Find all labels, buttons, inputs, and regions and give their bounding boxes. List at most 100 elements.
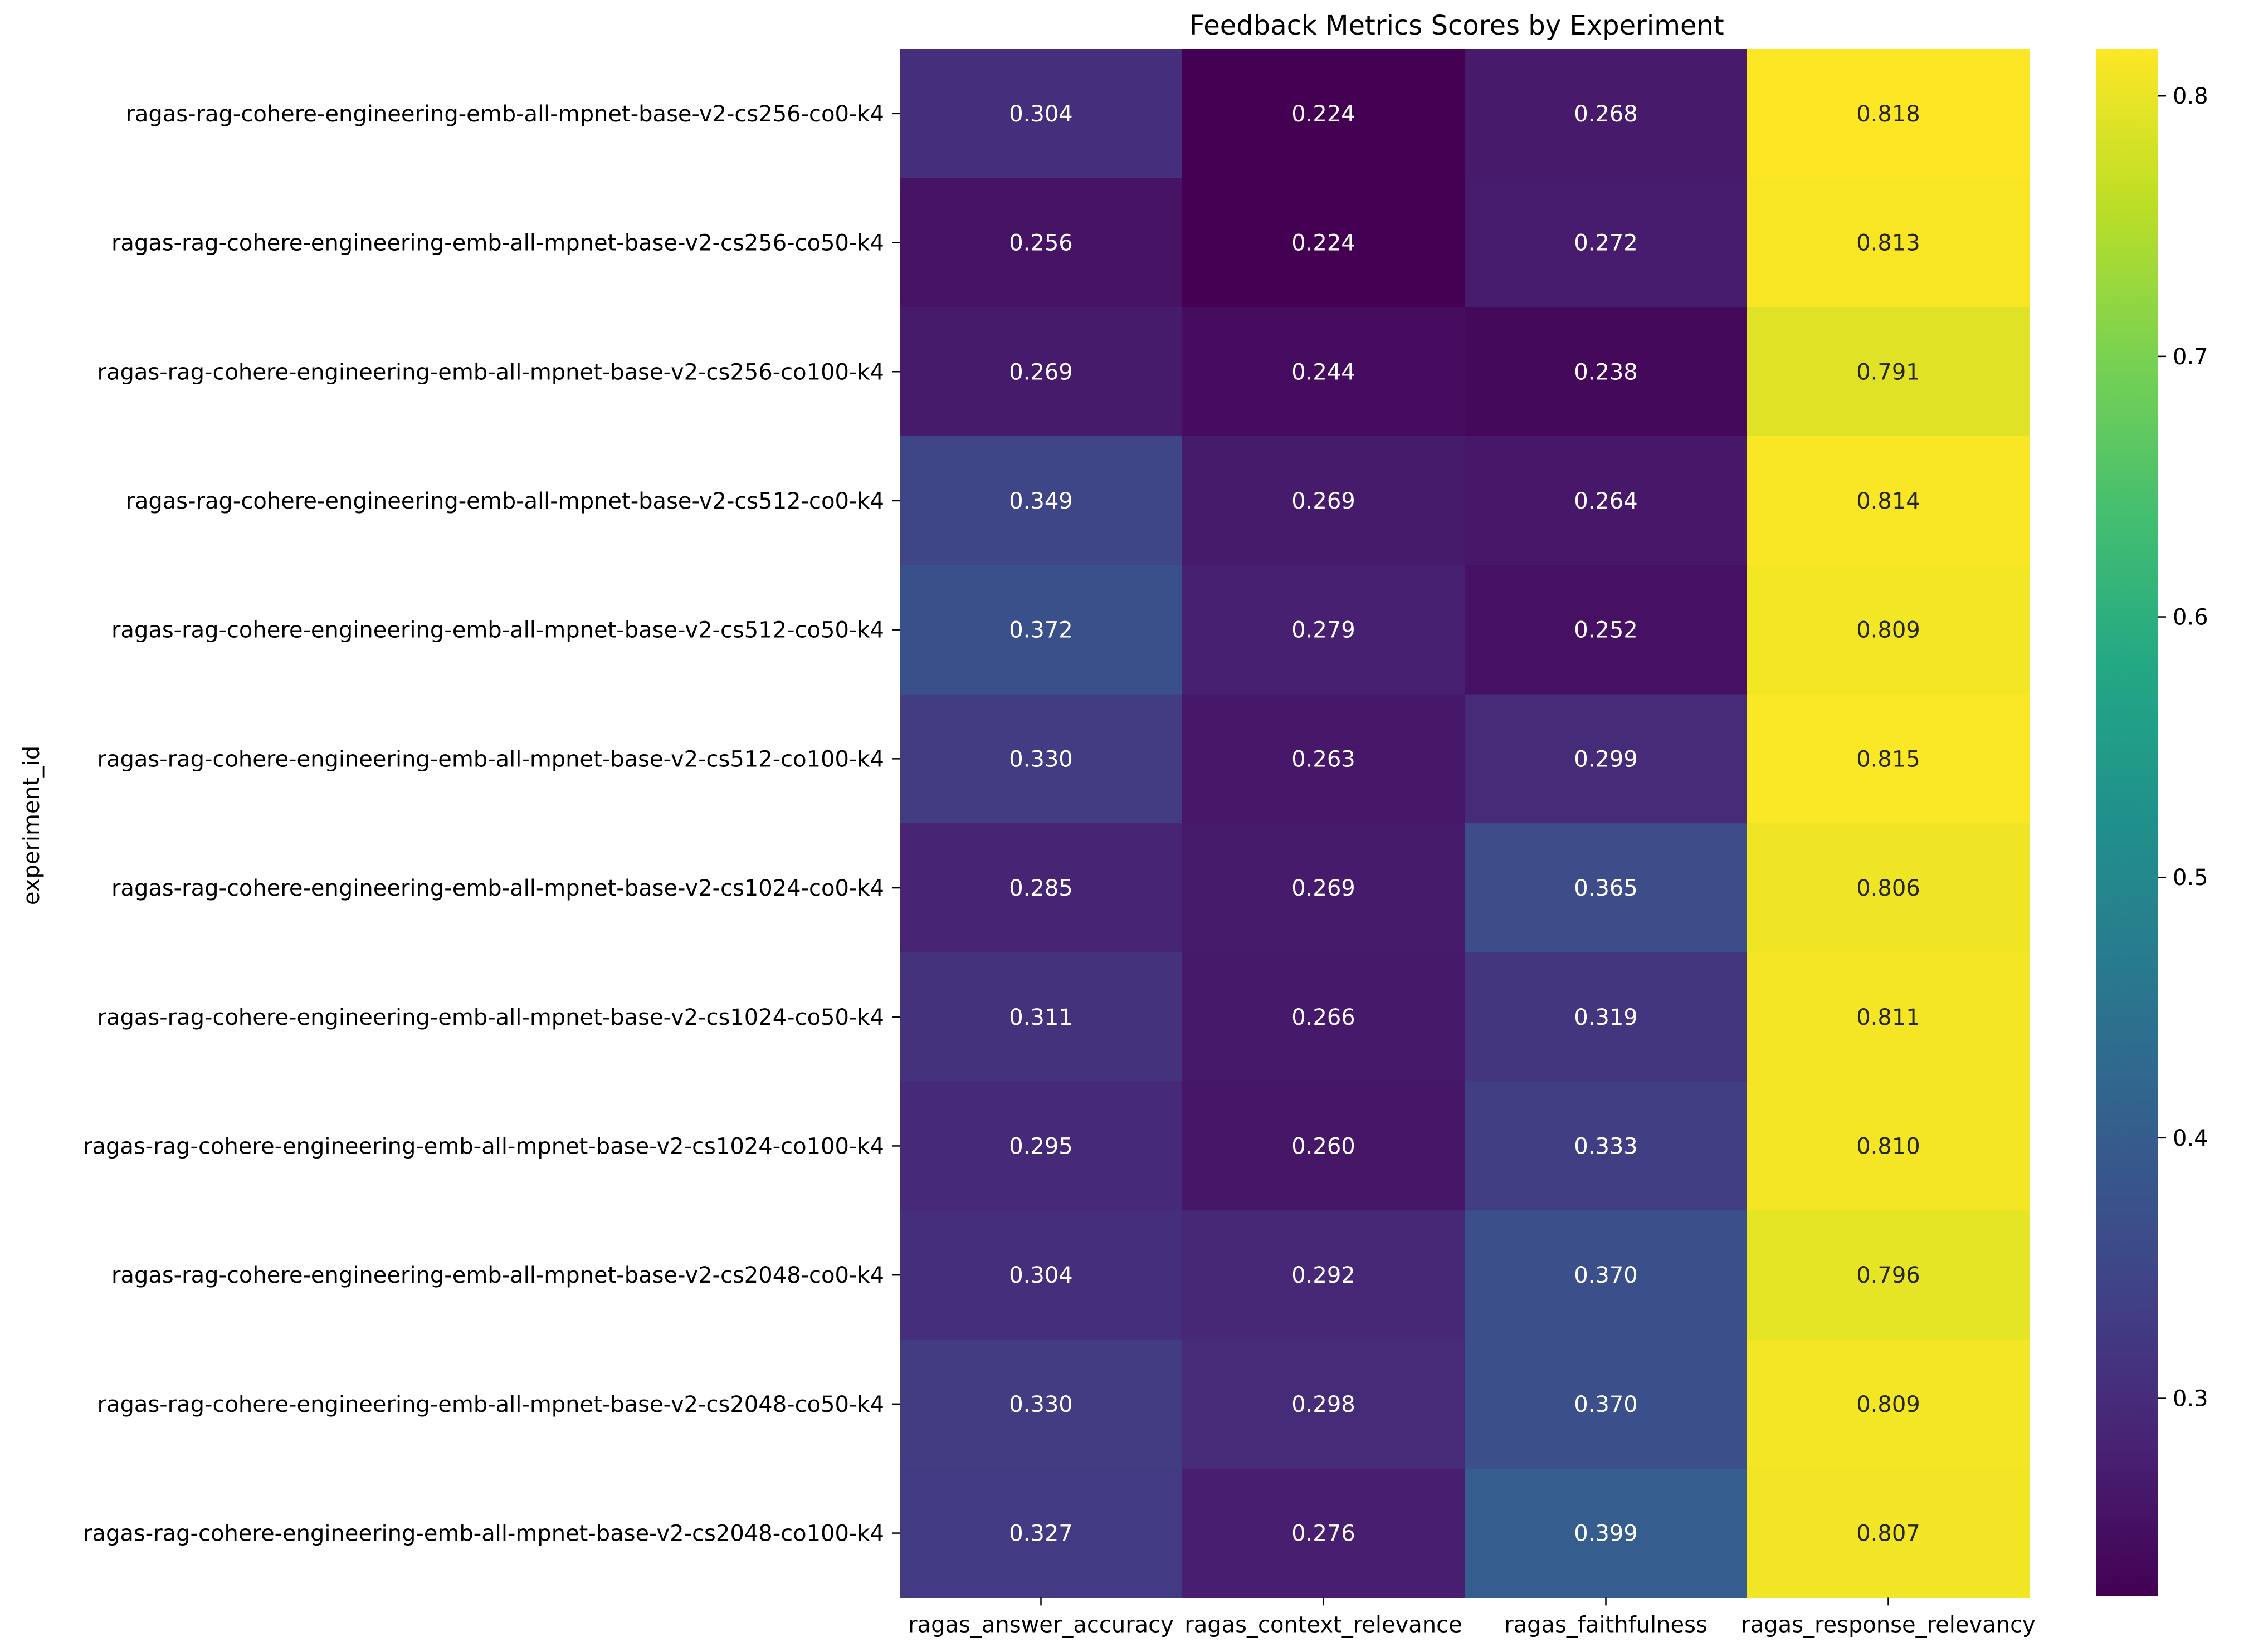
heatmap-cell [1182, 823, 1465, 953]
y-tick-label: ragas-rag-cohere-engineering-emb-all-mpn… [97, 1005, 884, 1030]
heatmap-cell [900, 565, 1183, 695]
cell-value-label: 0.269 [1291, 488, 1355, 514]
cell-value-label: 0.264 [1574, 488, 1638, 514]
cell-value-label: 0.268 [1574, 101, 1638, 127]
cell-value-label: 0.815 [1856, 746, 1920, 772]
x-tick-label: ragas_context_relevance [1184, 1612, 1462, 1638]
heatmap-cell [1182, 49, 1465, 179]
cell-value-label: 0.372 [1009, 618, 1073, 643]
cell-value-label: 0.327 [1009, 1521, 1073, 1547]
cell-value-label: 0.370 [1574, 1392, 1638, 1418]
y-tick-label: ragas-rag-cohere-engineering-emb-all-mpn… [111, 1263, 884, 1288]
heatmap-cell [900, 1340, 1183, 1469]
y-tick-label: ragas-rag-cohere-engineering-emb-all-mpn… [111, 618, 884, 643]
cell-value-label: 0.292 [1291, 1263, 1355, 1288]
heatmap-cell [1747, 1468, 2030, 1598]
heatmap-cell [1182, 565, 1465, 695]
heatmap-cell [1182, 436, 1465, 566]
colorbar-tick-label: 0.7 [2173, 344, 2208, 370]
cell-value-label: 0.806 [1856, 876, 1920, 901]
cell-value-label: 0.349 [1009, 488, 1073, 514]
heatmap-cells [900, 49, 2030, 1598]
heatmap-cell [1747, 49, 2030, 179]
colorbar: 0.3 0.4 0.5 0.6 0.7 0.8 [2096, 49, 2208, 1596]
cell-value-label: 0.260 [1291, 1133, 1355, 1159]
heatmap-cell [1182, 178, 1465, 307]
heatmap-cell [1747, 565, 2030, 695]
cell-value-label: 0.298 [1291, 1392, 1355, 1418]
colorbar-tick-label: 0.5 [2173, 865, 2208, 891]
y-tick-label: ragas-rag-cohere-engineering-emb-all-mpn… [111, 231, 884, 256]
cell-value-label: 0.269 [1009, 359, 1073, 385]
cell-value-label: 0.224 [1291, 231, 1355, 256]
x-axis-ticks: ragas_answer_accuracy ragas_context_relev… [908, 1597, 2036, 1638]
heatmap-cell [900, 823, 1183, 953]
heatmap-cell [1465, 565, 1748, 695]
heatmap-cell [1747, 307, 2030, 437]
cell-value-label: 0.263 [1291, 746, 1355, 772]
y-tick-label: ragas-rag-cohere-engineering-emb-all-mpn… [97, 1392, 884, 1418]
heatmap-cell [1465, 1340, 1748, 1469]
cell-value-label: 0.276 [1291, 1521, 1355, 1547]
cell-value-label: 0.224 [1291, 101, 1355, 127]
cell-value-label: 0.311 [1009, 1005, 1073, 1030]
cell-value-label: 0.811 [1856, 1005, 1920, 1030]
heatmap-cell [1747, 694, 2030, 824]
colorbar-tick-label: 0.3 [2173, 1386, 2208, 1412]
heatmap-cell [1182, 694, 1465, 824]
cell-value-labels: 0.304 0.224 0.268 0.818 0.256 0.224 0.272 0.813… [1009, 101, 1920, 1547]
heatmap-cell [1182, 307, 1465, 437]
heatmap-cell [1182, 1468, 1465, 1598]
colorbar-gradient [2096, 49, 2158, 1596]
cell-value-label: 0.304 [1009, 1263, 1073, 1288]
cell-value-label: 0.791 [1856, 359, 1920, 385]
heatmap-cell [1747, 952, 2030, 1082]
cell-value-label: 0.269 [1291, 876, 1355, 901]
heatmap-cell [900, 49, 1183, 179]
heatmap-cell [1747, 1081, 2030, 1211]
heatmap-cell [1182, 1340, 1465, 1469]
heatmap-cell [900, 307, 1183, 437]
cell-value-label: 0.285 [1009, 876, 1073, 901]
heatmap-cell [1465, 1081, 1748, 1211]
y-tick-label: ragas-rag-cohere-engineering-emb-all-mpn… [83, 1521, 884, 1547]
heatmap-cell [1747, 1340, 2030, 1469]
cell-value-label: 0.266 [1291, 1005, 1355, 1030]
y-axis-ticks: ragas-rag-cohere-engineering-emb-all-mpn… [83, 101, 900, 1547]
heatmap-cell [1465, 952, 1748, 1082]
cell-value-label: 0.365 [1574, 876, 1638, 901]
cell-value-label: 0.809 [1856, 618, 1920, 643]
heatmap-cell [900, 178, 1183, 307]
heatmap-cell [900, 436, 1183, 566]
cell-value-label: 0.796 [1856, 1263, 1920, 1288]
cell-value-label: 0.399 [1574, 1521, 1638, 1547]
cell-value-label: 0.810 [1856, 1133, 1920, 1159]
cell-value-label: 0.330 [1009, 746, 1073, 772]
heatmap-cell [900, 1210, 1183, 1340]
y-axis-label: experiment_id [19, 746, 45, 905]
cell-value-label: 0.295 [1009, 1133, 1073, 1159]
heatmap-cell [1465, 307, 1748, 437]
heatmap-cell [1465, 1210, 1748, 1340]
y-tick-label: ragas-rag-cohere-engineering-emb-all-mpn… [97, 746, 884, 772]
colorbar-tick-label: 0.8 [2173, 84, 2208, 109]
heatmap-cell [1747, 436, 2030, 566]
heatmap-cell [900, 1081, 1183, 1211]
heatmap-cell [900, 1468, 1183, 1598]
cell-value-label: 0.304 [1009, 101, 1073, 127]
y-tick-label: ragas-rag-cohere-engineering-emb-all-mpn… [125, 101, 884, 127]
cell-value-label: 0.813 [1856, 231, 1920, 256]
y-tick-label: ragas-rag-cohere-engineering-emb-all-mpn… [97, 359, 884, 385]
colorbar-tick-label: 0.4 [2173, 1126, 2208, 1151]
heatmap-cell [1465, 436, 1748, 566]
x-tick-label: ragas_response_relevancy [1741, 1612, 2035, 1638]
cell-value-label: 0.252 [1574, 618, 1638, 643]
chart-title: Feedback Metrics Scores by Experiment [1189, 10, 1724, 41]
heatmap-cell [1465, 49, 1748, 179]
heatmap-cell [1465, 178, 1748, 307]
heatmap-cell [1465, 694, 1748, 824]
cell-value-label: 0.807 [1856, 1521, 1920, 1547]
cell-value-label: 0.244 [1291, 359, 1355, 385]
heatmap-cell [1747, 823, 2030, 953]
